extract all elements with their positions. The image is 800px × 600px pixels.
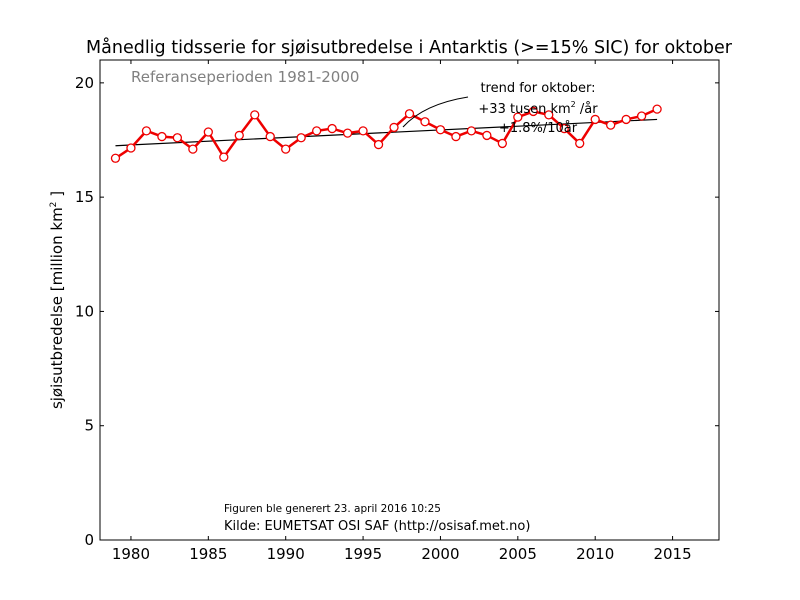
x-tick-label: 1985	[189, 545, 227, 563]
plot-frame	[99, 59, 720, 541]
series-points	[110, 104, 662, 163]
data-point	[342, 128, 353, 138]
data-point	[311, 126, 322, 136]
x-tick-label: 1980	[112, 545, 150, 563]
data-point	[157, 131, 167, 142]
data-point	[575, 138, 585, 149]
data-point	[621, 114, 631, 125]
data-point	[203, 127, 213, 137]
data-point	[513, 112, 523, 122]
generated-timestamp: Figuren ble generert 23. april 2016 10:2…	[224, 503, 441, 515]
annotation-line-1: trend for oktober:	[480, 81, 595, 96]
y-axis: 0 5 10 15 20	[75, 74, 719, 549]
y-tick-label: 10	[75, 302, 94, 320]
y-tick-label: 0	[84, 531, 94, 549]
reference-period-label: Referanseperioden 1981-2000	[131, 68, 359, 86]
data-point	[234, 130, 244, 141]
data-point	[373, 139, 384, 150]
data-point	[466, 126, 477, 136]
trend-line	[115, 118, 658, 147]
data-point	[126, 143, 136, 153]
data-point	[358, 126, 368, 136]
x-tick-label: 2015	[653, 545, 691, 563]
data-point	[451, 131, 461, 142]
data-point	[188, 144, 198, 154]
x-tick-label: 1990	[267, 545, 305, 563]
data-point	[544, 110, 554, 120]
data-point	[652, 104, 662, 114]
data-point	[559, 123, 569, 134]
data-point	[110, 153, 121, 163]
chart-title: Månedlig tidsserie for sjøisutbredelse i…	[86, 37, 733, 58]
y-axis-label-superscript: 2	[49, 202, 59, 208]
annotation-line-2: +33 tusen km2 /år	[478, 100, 598, 117]
x-tick-label: 1995	[344, 545, 382, 563]
data-point	[281, 144, 291, 154]
data-point	[265, 131, 275, 142]
annotation-arrow	[402, 96, 469, 128]
annotation-line-3: +1.8%/10år	[499, 121, 578, 136]
data-point	[404, 109, 415, 119]
data-point	[389, 122, 399, 133]
data-point	[482, 130, 492, 141]
data-point	[219, 152, 229, 162]
data-point	[296, 133, 306, 143]
data-point	[528, 106, 538, 117]
x-tick-label: 2010	[576, 545, 614, 563]
data-point	[327, 123, 337, 134]
data-point	[435, 125, 446, 135]
data-point	[420, 117, 430, 127]
data-point	[590, 114, 600, 125]
y-axis-label: sjøisutbredelse [million km2 ]	[48, 191, 66, 409]
data-point	[250, 110, 260, 120]
trend-annotation: trend for oktober: +33 tusen km2 /år +1.…	[478, 81, 598, 136]
x-axis: 1980 1985 1990 1995 2000 2005 2010 2015	[112, 60, 692, 563]
y-tick-label: 5	[84, 417, 94, 435]
data-point	[172, 133, 183, 143]
data-point	[606, 120, 616, 130]
y-tick-label: 15	[75, 188, 94, 206]
data-point	[636, 111, 647, 121]
x-tick-label: 2000	[421, 545, 459, 563]
data-point	[141, 126, 152, 136]
x-tick-label: 2005	[499, 545, 537, 563]
y-tick-label: 20	[75, 74, 94, 92]
data-source: Kilde: EUMETSAT OSI SAF (http://osisaf.m…	[224, 519, 530, 534]
data-point	[497, 138, 508, 149]
